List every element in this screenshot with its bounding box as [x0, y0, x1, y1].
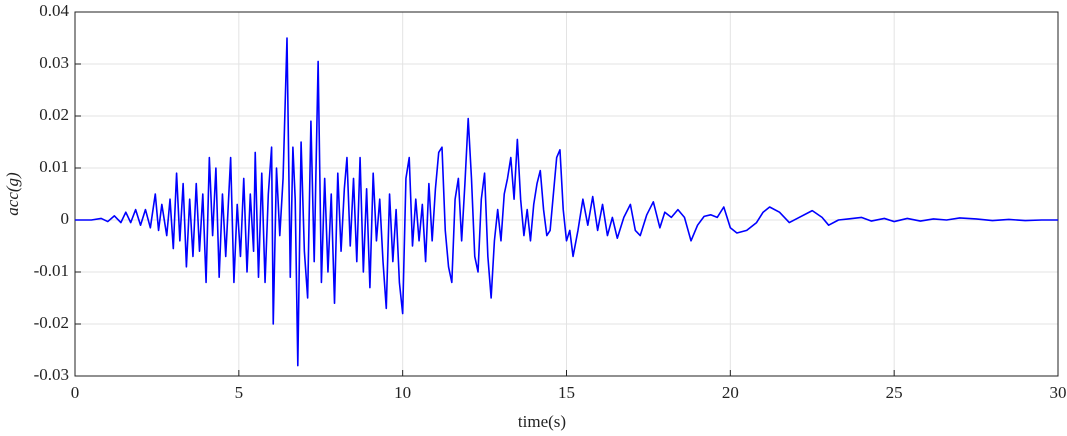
- y-tick-label: -0.02: [34, 313, 69, 332]
- plot-frame: [74, 11, 1059, 377]
- y-tick-label: -0.03: [34, 365, 69, 384]
- y-tick-label: -0.01: [34, 261, 69, 280]
- x-tick-label: 0: [71, 383, 80, 402]
- x-tick-label: 20: [722, 383, 739, 402]
- x-tick-label: 30: [1050, 383, 1067, 402]
- y-tick-label: 0.03: [39, 53, 69, 72]
- x-axis-label: time(s): [518, 412, 566, 431]
- x-tick-label: 25: [886, 383, 903, 402]
- y-tick-label: 0.04: [39, 1, 69, 20]
- y-axis-label: acc(g): [3, 172, 22, 216]
- signal-line: [75, 37, 1058, 367]
- x-tick-label: 5: [235, 383, 244, 402]
- y-tick-label: 0.01: [39, 157, 69, 176]
- y-tick-label: 0.02: [39, 105, 69, 124]
- x-tick-label: 15: [558, 383, 575, 402]
- y-tick-label: 0: [61, 209, 70, 228]
- x-tick-label: 10: [394, 383, 411, 402]
